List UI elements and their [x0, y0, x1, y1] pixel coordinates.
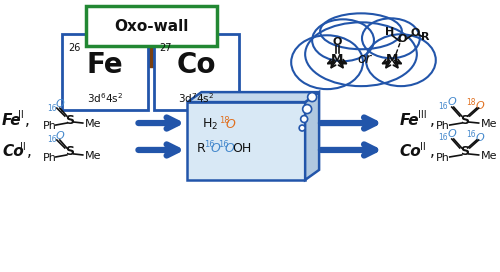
Text: Fe: Fe — [2, 113, 21, 128]
FancyBboxPatch shape — [62, 34, 148, 110]
Text: O: O — [476, 133, 484, 143]
Circle shape — [308, 93, 316, 102]
Ellipse shape — [366, 34, 436, 86]
Polygon shape — [305, 92, 319, 180]
Text: Ph: Ph — [43, 121, 57, 131]
Text: H: H — [386, 27, 394, 37]
Text: ,: , — [27, 144, 32, 159]
Polygon shape — [188, 102, 305, 180]
Ellipse shape — [320, 13, 402, 49]
Text: 18: 18 — [466, 98, 475, 107]
Text: Me: Me — [480, 151, 497, 161]
Bar — [148, 7, 154, 67]
Text: Ph: Ph — [436, 121, 450, 131]
Text: O: O — [476, 101, 484, 111]
Text: Me: Me — [85, 151, 102, 161]
Ellipse shape — [362, 18, 420, 58]
Text: or: or — [357, 52, 371, 66]
Text: Me: Me — [85, 119, 102, 129]
Text: Co: Co — [400, 144, 421, 159]
Text: 16: 16 — [218, 140, 229, 150]
Text: III: III — [418, 110, 426, 120]
Ellipse shape — [291, 35, 363, 89]
Text: M: M — [331, 53, 343, 66]
Text: O: O — [332, 37, 342, 47]
Text: O: O — [56, 99, 64, 109]
Text: H$_2$: H$_2$ — [202, 116, 218, 132]
Text: R: R — [420, 32, 429, 42]
Text: O: O — [210, 143, 220, 156]
Text: O: O — [410, 28, 420, 38]
Text: OH: OH — [232, 143, 252, 156]
Text: O: O — [226, 118, 235, 131]
Ellipse shape — [312, 19, 374, 61]
Text: Co: Co — [176, 51, 216, 79]
Text: O: O — [56, 131, 64, 141]
Text: ,: , — [430, 113, 434, 128]
Text: ,: , — [25, 113, 30, 128]
Text: 16: 16 — [204, 140, 215, 150]
Text: II: II — [20, 142, 26, 152]
Circle shape — [302, 105, 312, 114]
FancyBboxPatch shape — [154, 34, 240, 110]
Circle shape — [299, 125, 305, 131]
Text: O: O — [448, 129, 456, 139]
Text: Fe: Fe — [400, 113, 419, 128]
FancyBboxPatch shape — [86, 6, 218, 46]
Text: Me: Me — [480, 119, 497, 129]
Text: 26: 26 — [68, 43, 80, 53]
Text: R: R — [196, 143, 205, 156]
Text: S: S — [66, 146, 74, 159]
Text: S: S — [460, 146, 469, 159]
Text: Ph: Ph — [436, 153, 450, 163]
Text: 3d$^6$4s$^2$: 3d$^6$4s$^2$ — [86, 91, 123, 105]
Text: M: M — [386, 53, 398, 66]
Text: 16: 16 — [438, 134, 448, 143]
Text: 16: 16 — [47, 104, 56, 113]
Text: O: O — [397, 34, 406, 44]
Text: Co: Co — [2, 144, 24, 159]
Text: S: S — [460, 113, 469, 126]
Text: Ph: Ph — [43, 153, 57, 163]
Text: O: O — [224, 143, 234, 156]
Text: Oxo-wall: Oxo-wall — [114, 19, 189, 34]
Text: S: S — [66, 113, 74, 126]
Text: 3d$^7$4s$^2$: 3d$^7$4s$^2$ — [178, 91, 214, 105]
Text: II: II — [420, 142, 426, 152]
Polygon shape — [188, 92, 319, 102]
Ellipse shape — [305, 22, 417, 86]
Text: 18: 18 — [220, 116, 230, 125]
Text: O: O — [448, 97, 456, 107]
Text: II: II — [18, 110, 24, 120]
Text: 16: 16 — [466, 129, 475, 138]
Circle shape — [300, 116, 308, 123]
Text: 27: 27 — [160, 43, 172, 53]
Text: Fe: Fe — [86, 51, 123, 79]
Text: ,: , — [430, 144, 434, 159]
Text: 16: 16 — [438, 101, 448, 111]
Text: 16: 16 — [47, 135, 56, 144]
